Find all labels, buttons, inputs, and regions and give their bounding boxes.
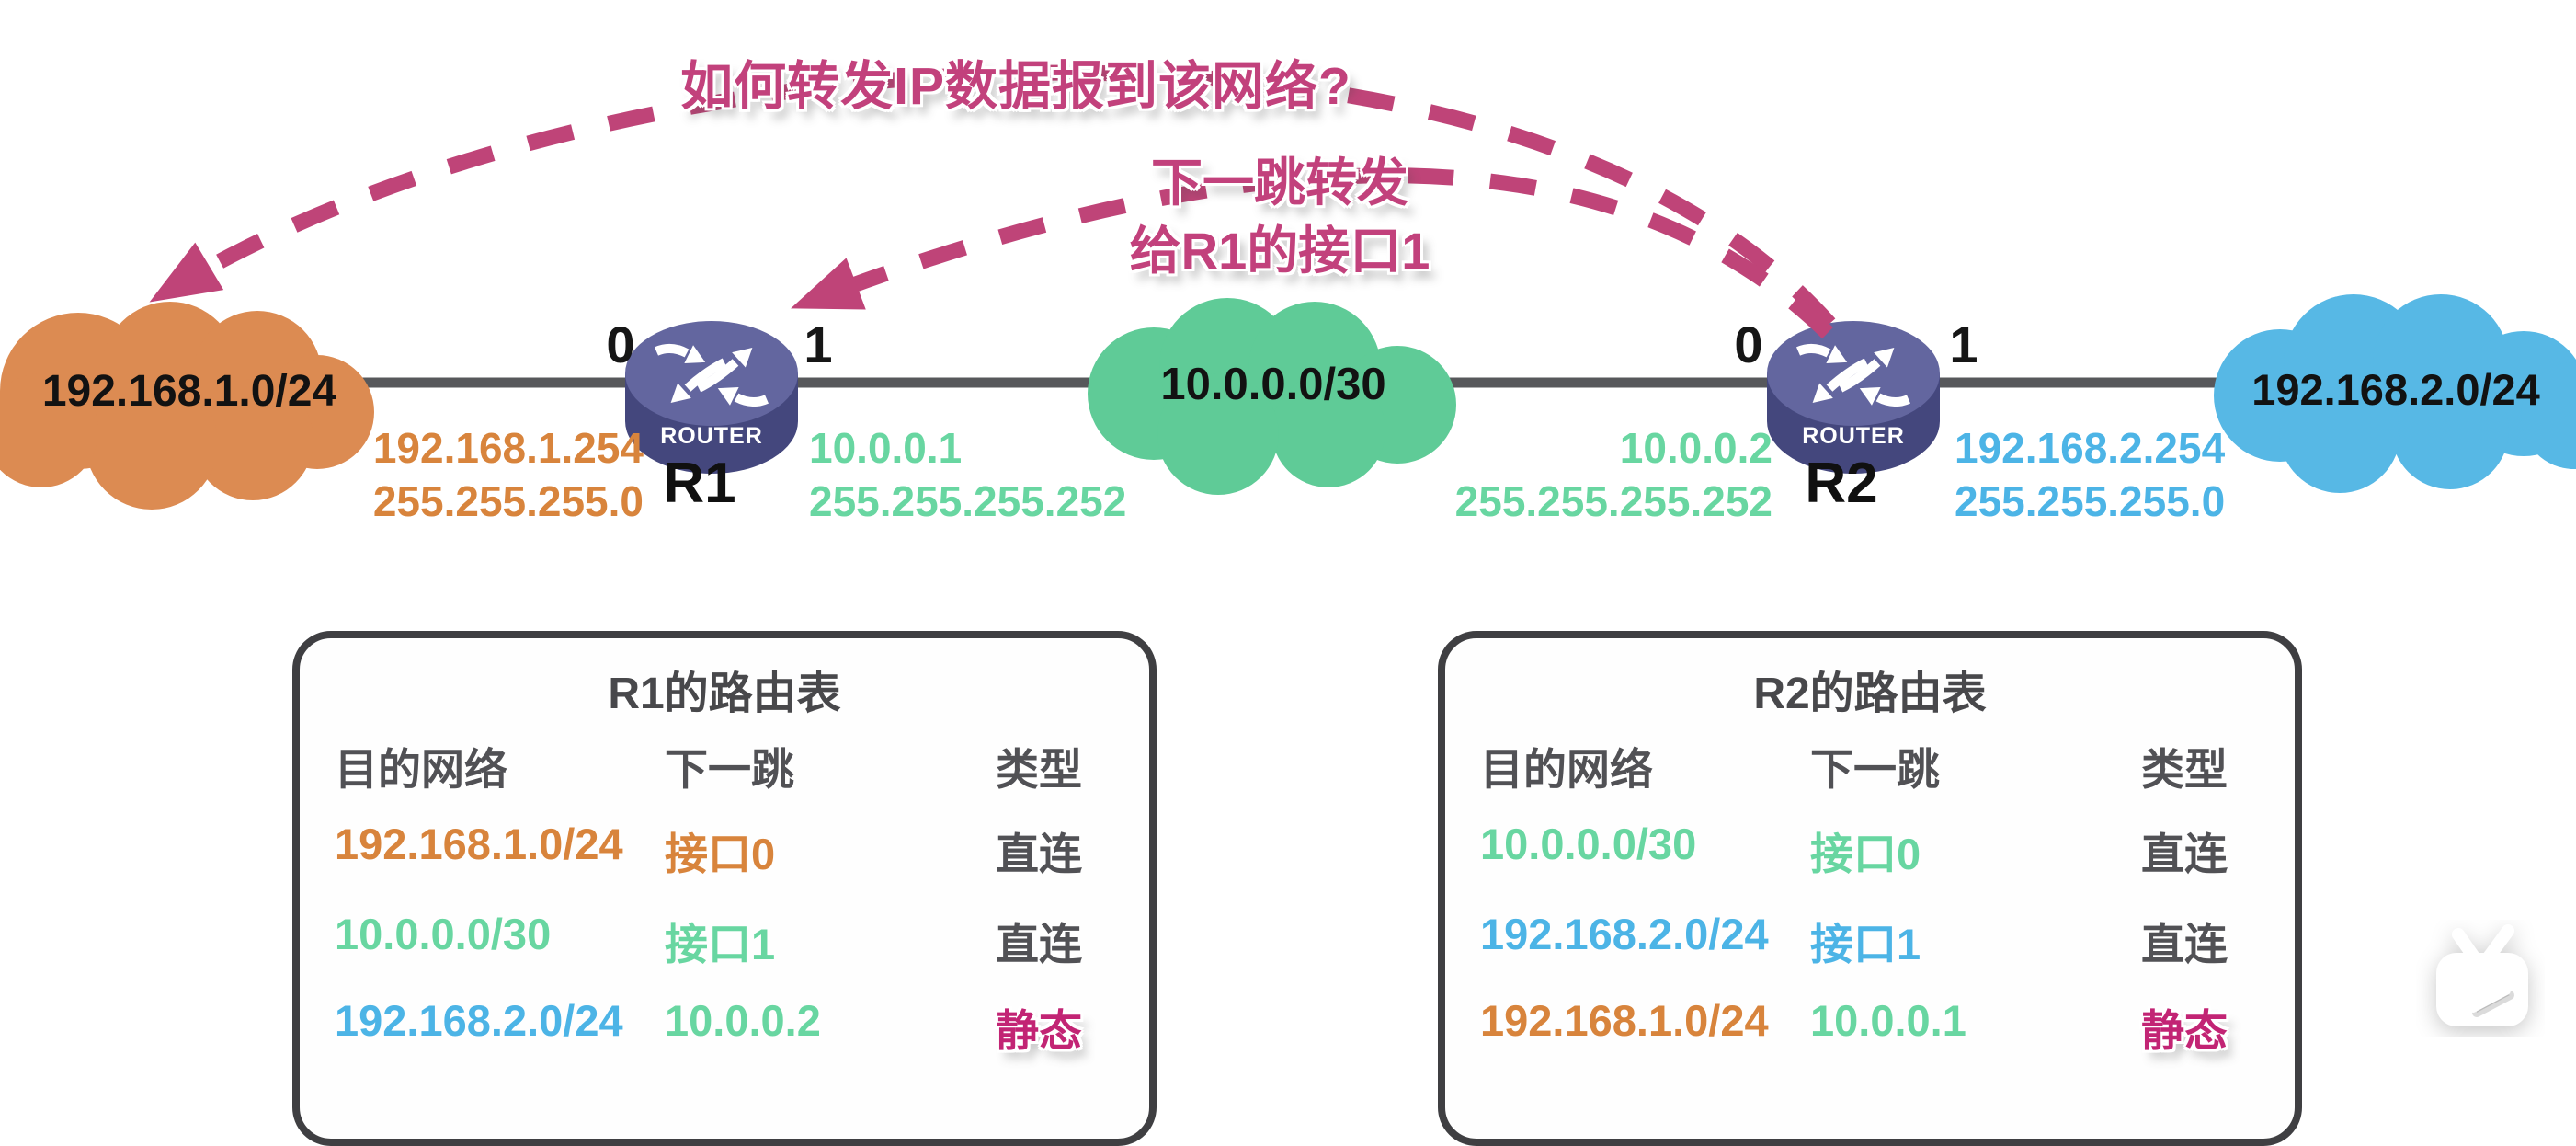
ip-address: 10.0.0.1 [809,424,963,472]
network-cloud-middle [1088,298,1456,495]
table-cell-destination: 192.168.1.0/24 [335,819,623,868]
arrow-question-to-network1 [149,64,1836,329]
r2-router-brand-label: ROUTER [1802,423,1905,449]
subnet-mask: 255.255.255.252 [1454,477,1772,525]
subnet-mask: 255.255.255.0 [1955,477,2226,525]
subnet-mask: 255.255.255.252 [809,477,1127,525]
network-cloud-right [2214,294,2576,493]
table-cell-nexthop: 10.0.0.1 [1810,996,1966,1045]
r1-name-label: R1 [663,452,736,515]
table-cell-type: 直连 [996,920,1082,968]
r1-port0-ip-label: 192.168.1.254 255.255.255.0 [349,421,644,528]
table-cell-nexthop: 接口0 [665,830,776,878]
question-annotation: 如何转发IP数据报到该网络? [680,57,1351,116]
table-cell-type: 直连 [2141,830,2228,878]
r1-port1-label: 1 [804,315,833,373]
routing-table-r2-title: R2的路由表 [1753,670,1987,718]
table-cell-type-static: 静态 [996,1006,1082,1055]
column-header-destination: 目的网络 [1480,745,1653,794]
r1-router-brand-label: ROUTER [660,423,763,449]
table-cell-destination: 10.0.0.0/30 [335,910,552,958]
table-cell-type: 直连 [996,830,1082,878]
column-header-destination: 目的网络 [335,745,507,794]
ip-address: 192.168.1.254 [372,424,644,472]
network2-label: 192.168.2.0/24 [2251,365,2540,414]
r2-name-label: R2 [1805,452,1878,515]
network-diagram-canvas [0,64,2576,510]
table-cell-destination: 192.168.2.0/24 [1480,910,1769,958]
table-cell-nexthop: 接口0 [1810,830,1921,878]
video-play-icon[interactable] [2416,920,2545,1037]
table-cell-type: 直连 [2141,920,2228,968]
network-routing-slide: { "annotations": { "question": "如何转发IP数据… [0,57,2576,1146]
table-cell-nexthop: 10.0.0.2 [665,996,821,1045]
column-header-nexthop: 下一跳 [665,745,794,794]
r2-port1-label: 1 [1949,315,1978,373]
table-cell-nexthop: 接口1 [1810,920,1921,968]
r2-port0-label: 0 [1734,315,1763,373]
r1-port0-label: 0 [606,315,635,373]
arrow-nexthop-to-r1-port1 [791,167,1833,339]
ip-address: 10.0.0.2 [1619,424,1772,472]
network-cloud-left [0,302,374,510]
nexthop-annotation: 下一跳转发 给R1的接口1 [1090,149,1469,285]
subnet-mask: 255.255.255.0 [372,477,644,525]
ip-address: 192.168.2.254 [1955,424,2226,472]
table-cell-type-static: 静态 [2141,1006,2228,1055]
network-wan-label: 10.0.0.0/30 [1160,360,1386,409]
network1-label: 192.168.1.0/24 [41,367,337,416]
column-header-type: 类型 [2141,745,2228,794]
r2-port0-ip-label: 10.0.0.2 255.255.255.252 [1405,421,1772,528]
table-cell-destination: 192.168.2.0/24 [335,996,623,1045]
r2-port1-ip-label: 192.168.2.254 255.255.255.0 [1955,421,2350,528]
routing-table-r1: R1的路由表 目的网络 下一跳 类型 192.168.1.0/24 接口0 直连… [292,631,1157,1146]
column-header-nexthop: 下一跳 [1810,745,1940,794]
table-cell-destination: 10.0.0.0/30 [1480,819,1697,868]
table-cell-destination: 192.168.1.0/24 [1480,996,1769,1045]
routing-table-r1-title: R1的路由表 [608,670,841,718]
routing-table-r2: R2的路由表 目的网络 下一跳 类型 10.0.0.0/30 接口0 直连 19… [1438,631,2302,1146]
nexthop-annotation-line2: 给R1的接口1 [1129,222,1430,280]
column-header-type: 类型 [996,745,1082,794]
r1-port1-ip-label: 10.0.0.1 255.255.255.252 [809,421,1204,528]
table-cell-nexthop: 接口1 [665,920,776,968]
nexthop-annotation-line1: 下一跳转发 [1151,154,1408,212]
